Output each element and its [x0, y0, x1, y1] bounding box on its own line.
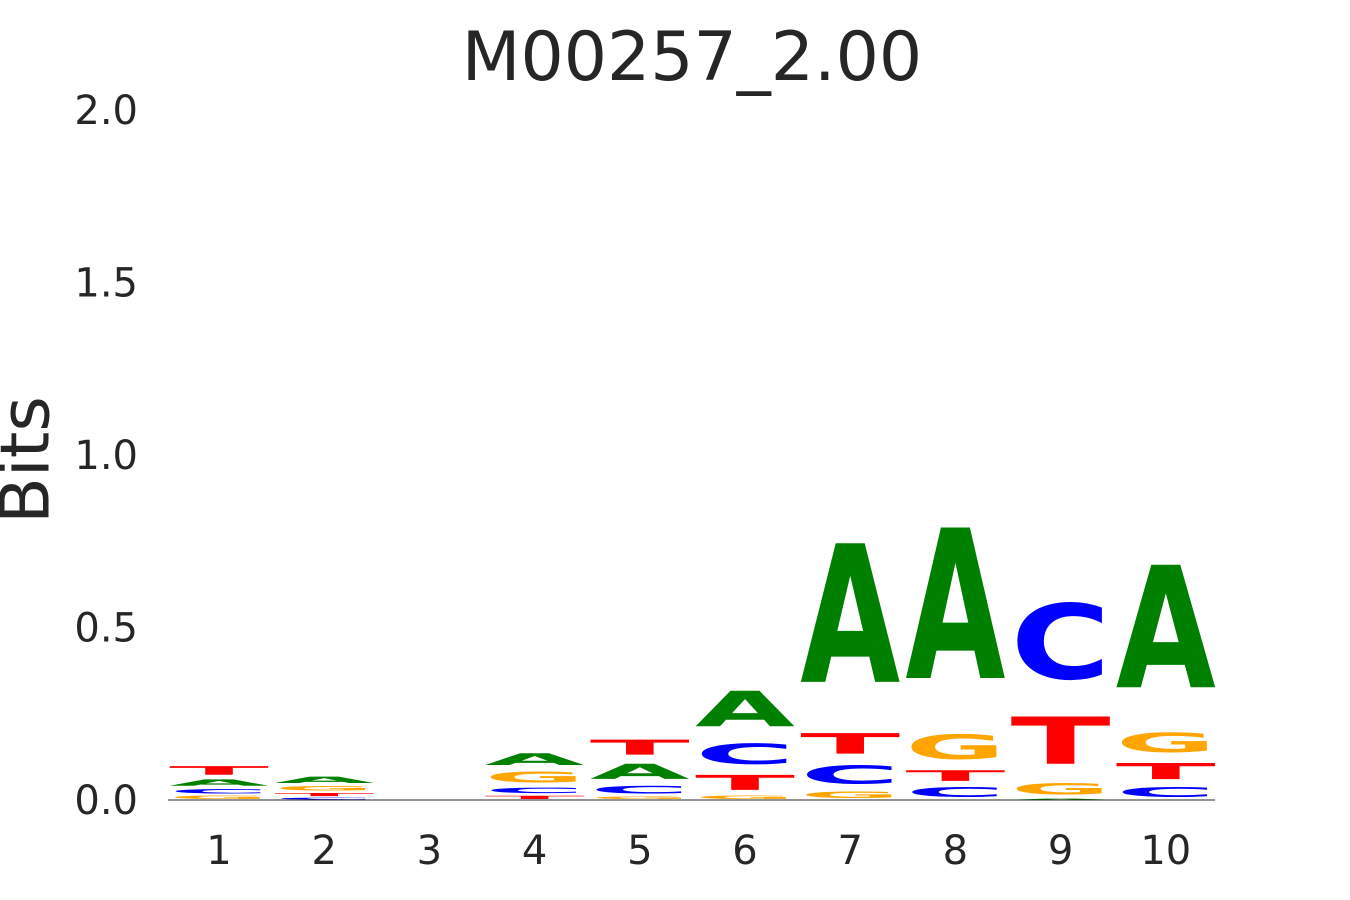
y-tick-label: 0.0: [74, 778, 138, 824]
logo-letter-C: C: [485, 786, 585, 795]
logo-letter-G: G: [695, 795, 795, 800]
logo-letter-C: C: [274, 797, 374, 800]
y-tick-label: 2.0: [74, 88, 138, 134]
logo-letter-G: G: [274, 785, 374, 792]
logo-letter-C: C: [1116, 784, 1216, 799]
logo-letter-G: G: [1116, 728, 1216, 759]
logo-letter-C: C: [590, 784, 690, 796]
logo-letter-G: G: [1011, 779, 1111, 798]
logo-letter-A: A: [1116, 532, 1216, 727]
x-tick-label: 2: [311, 828, 336, 874]
x-tick-label: 6: [732, 828, 757, 874]
logo-letter-A: A: [1011, 798, 1111, 800]
logo-letter-C: C: [695, 738, 795, 770]
logo-letter-A: A: [590, 760, 691, 784]
logo-letter-C: C: [169, 788, 269, 795]
x-tick-label: 5: [627, 828, 652, 874]
logo-letter-T: T: [1116, 759, 1216, 785]
logo-letter-C: C: [1011, 583, 1111, 703]
x-tick-label: 7: [837, 828, 862, 874]
x-tick-label: 1: [206, 828, 231, 874]
logo-letter-G: G: [800, 790, 900, 800]
logo-letter-A: A: [800, 506, 900, 727]
logo-letter-T: T: [169, 764, 269, 778]
chart-title: M00257_2.00: [461, 18, 923, 97]
x-axis-ticks: 1 2 3 4 5 6 7 8 9 10: [206, 828, 1191, 874]
logo-letter-G: G: [169, 795, 269, 800]
logo-letter-G: G: [485, 769, 585, 786]
logo-letter-A: A: [905, 486, 1005, 727]
logo-letter-G: G: [590, 796, 690, 800]
y-tick-label: 1.0: [74, 433, 138, 479]
logo-letter-C: C: [905, 784, 1005, 799]
logo-letter-T: T: [590, 736, 690, 760]
logo-letter-A: A: [169, 778, 269, 788]
logo-letter-T: T: [1011, 704, 1111, 780]
logo-letter-G: G: [905, 728, 1005, 767]
logo-letter-A: A: [485, 750, 585, 769]
x-tick-label: 9: [1048, 828, 1073, 874]
logo-letter-T: T: [274, 792, 374, 797]
logo-letter-C: C: [800, 761, 900, 790]
y-tick-label: 1.5: [74, 261, 138, 307]
logo-letter-T: T: [905, 767, 1005, 784]
logo-letter-T: T: [485, 795, 585, 800]
x-tick-label: 3: [417, 828, 442, 874]
y-axis-ticks: 0.0 0.5 1.0 1.5 2.0: [74, 88, 138, 824]
logo-letter-T: T: [695, 771, 795, 795]
x-tick-label: 8: [943, 828, 968, 874]
logo-letter-T: T: [800, 728, 900, 761]
logo-letter-A: A: [274, 775, 374, 785]
x-tick-label: 4: [522, 828, 547, 874]
logo-letter-A: A: [695, 681, 796, 738]
y-tick-label: 0.5: [74, 606, 138, 652]
x-tick-label: 10: [1140, 828, 1191, 874]
